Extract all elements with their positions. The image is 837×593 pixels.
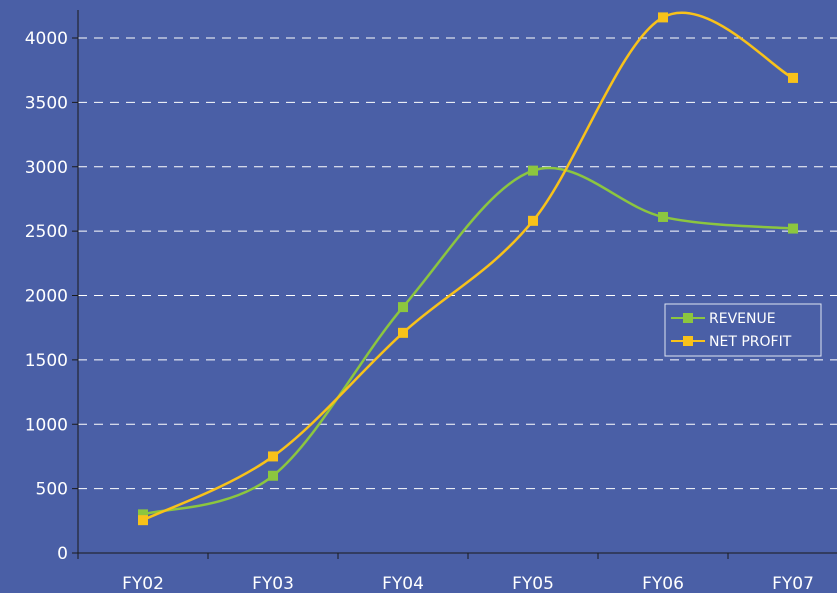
y-tick-label: 3000 [25,158,68,178]
series-line-net-profit [142,11,794,522]
data-point-revenue [138,509,148,520]
x-tick-label: FY07 [772,574,814,593]
data-point-net-profit [398,327,408,338]
data-point-net-profit [138,515,148,526]
y-tick-label: 4000 [25,29,68,49]
legend-label-net-profit: NET PROFIT [709,334,792,350]
y-tick-label: 0 [57,544,68,564]
x-tick-label: FY03 [252,574,294,593]
series-lines [138,11,798,526]
x-tick-labels: FY02 FY03 FY04 FY05 FY06 FY07 [122,574,814,593]
data-point-net-profit [528,215,538,226]
axes [72,10,837,559]
legend: REVENUE NET PROFIT [664,303,822,357]
legend-marker-net-profit [683,336,693,346]
legend-marker-revenue [683,313,693,323]
y-tick-label: 1500 [25,351,68,371]
y-tick-label: 1000 [25,415,68,435]
data-point-net-profit [268,451,278,462]
y-tick-labels: 0 500 1000 1500 2000 2500 3000 3500 4000 [25,29,68,564]
x-tick-label: FY06 [642,574,684,593]
y-tick-label: 2000 [25,287,68,307]
legend-box [664,303,822,357]
y-tick-label: 3500 [25,93,68,113]
data-point-revenue [658,211,668,222]
gridlines [78,37,837,490]
y-tick-label: 2500 [25,222,68,242]
legend-label-revenue: REVENUE [709,311,776,327]
data-point-net-profit [788,72,798,83]
data-point-revenue [788,223,798,234]
data-point-revenue [398,302,408,313]
data-point-revenue [528,165,538,176]
y-tick-label: 500 [36,480,68,500]
x-tick-label: FY05 [512,574,554,593]
data-point-net-profit [658,12,668,23]
x-tick-label: FY04 [382,574,424,593]
x-tick-label: FY02 [122,574,164,593]
data-point-revenue [268,470,278,481]
